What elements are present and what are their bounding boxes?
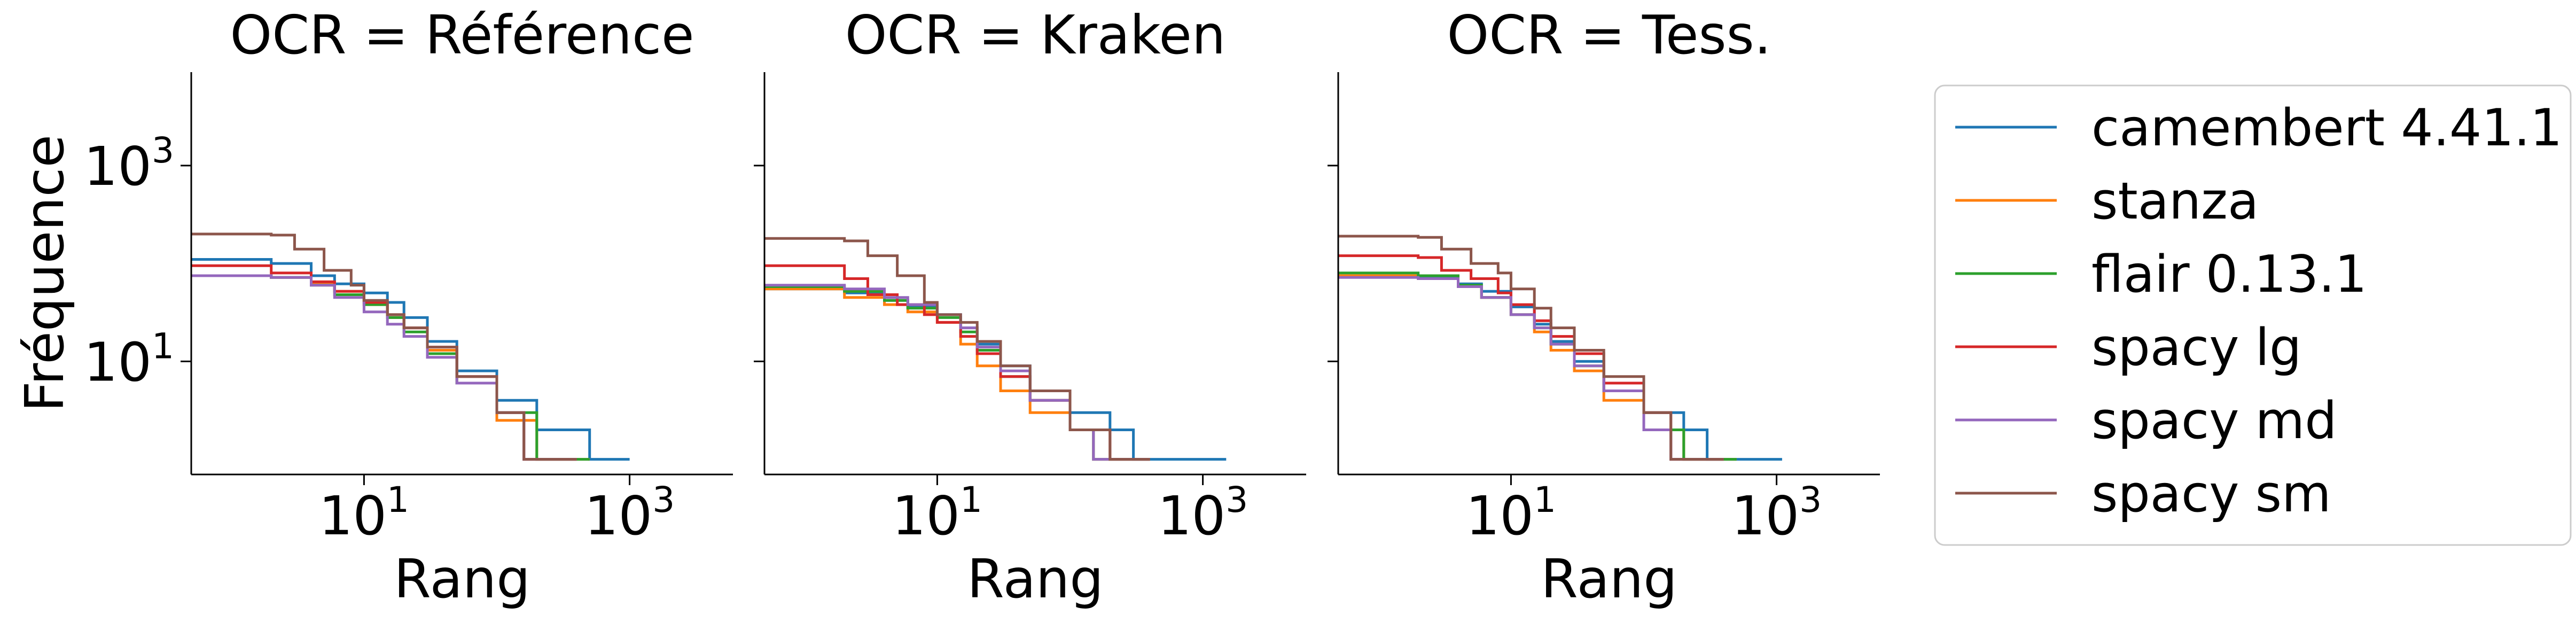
x-tick-label: 103	[1158, 479, 1248, 547]
y-tick-label: 101	[84, 325, 174, 393]
series-line-spacy-md	[764, 284, 1150, 461]
legend: camembert 4.41.1 stanza flair 0.13.1 spacy …	[1934, 84, 2572, 546]
x-axis-label: Rang	[394, 548, 530, 610]
legend-label: spacy md	[2091, 392, 2337, 450]
series-line-camembert-4-41-1	[764, 287, 1227, 461]
series-line-camembert-4-41-1	[191, 258, 630, 461]
panel-2: OCR = Kraken Rang	[754, 4, 1306, 610]
series-line-spacy-sm	[191, 232, 577, 461]
y-axis-label: Fréquence	[13, 135, 76, 412]
x-axis-label: Rang	[967, 548, 1103, 610]
legend-label: spacy sm	[2091, 465, 2331, 524]
legend-label: flair 0.13.1	[2091, 245, 2367, 304]
panel-3: OCR = Tess. Rang	[1328, 4, 1880, 610]
series-line-flair-0-13-1	[1338, 271, 1737, 461]
x-tick-label: 101	[892, 479, 982, 547]
y-tick-label: 103	[84, 130, 174, 198]
panel-title: OCR = Kraken	[845, 4, 1226, 66]
legend-label: stanza	[2091, 172, 2259, 231]
legend-box	[1934, 84, 2572, 546]
series-line-spacy-sm	[1338, 235, 1724, 461]
x-tick-label: 101	[319, 479, 409, 547]
legend-label: camembert 4.41.1	[2091, 99, 2562, 158]
series-line-stanza	[1338, 274, 1737, 461]
series-line-spacy-sm	[764, 237, 1150, 461]
series-line-spacy-lg	[191, 264, 577, 461]
legend-label: spacy lg	[2091, 318, 2301, 377]
series-line-camembert-4-41-1	[1338, 274, 1782, 461]
x-tick-label: 101	[1466, 479, 1556, 547]
panel-title: OCR = Tess.	[1447, 4, 1771, 66]
panel-1: OCR = Référence Rang	[181, 4, 733, 610]
x-tick-label: 103	[584, 479, 675, 547]
panel-title: OCR = Référence	[230, 4, 694, 66]
x-axis-label: Rang	[1541, 548, 1677, 610]
x-tick-label: 103	[1731, 479, 1822, 547]
